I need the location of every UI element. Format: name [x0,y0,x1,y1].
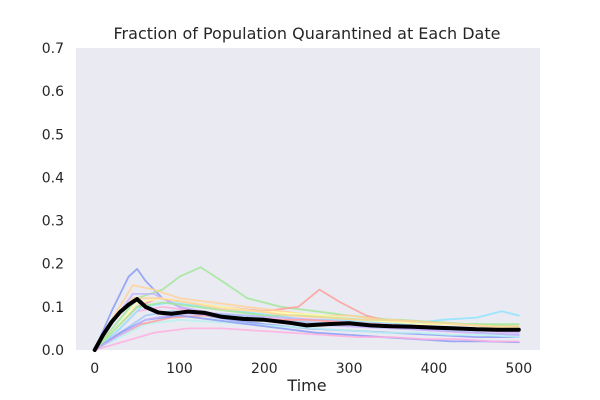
y-tick-label: 0.6 [42,84,64,100]
x-tick-label: 400 [421,361,448,377]
series-line-13 [93,327,520,351]
chart-title: Fraction of Population Quarantined at Ea… [114,24,501,43]
y-tick-label: 0.2 [42,257,64,273]
y-tick-label: 0.4 [42,170,64,186]
y-tick-label: 0.5 [42,127,64,143]
y-tick-label: 0.3 [42,214,64,230]
x-tick-label: 0 [90,361,99,377]
series-line-14 [93,297,520,351]
series-layer [92,266,521,352]
x-tick-label: 100 [166,361,193,377]
mean-line [92,297,521,352]
x-axis-label: Time [286,376,326,395]
y-axis-ticks: 0.0 0.1 0.2 0.3 0.4 0.5 0.6 0.7 [42,41,64,359]
x-tick-label: 200 [251,361,278,377]
y-tick-label: 0.0 [42,343,64,359]
x-tick-label: 500 [505,361,532,377]
x-tick-label: 300 [336,361,363,377]
y-tick-label: 0.1 [42,300,64,316]
y-tick-label: 0.7 [42,41,64,57]
series-line-9 [93,318,520,351]
x-axis-ticks: 0 100 200 300 400 500 [90,361,532,377]
